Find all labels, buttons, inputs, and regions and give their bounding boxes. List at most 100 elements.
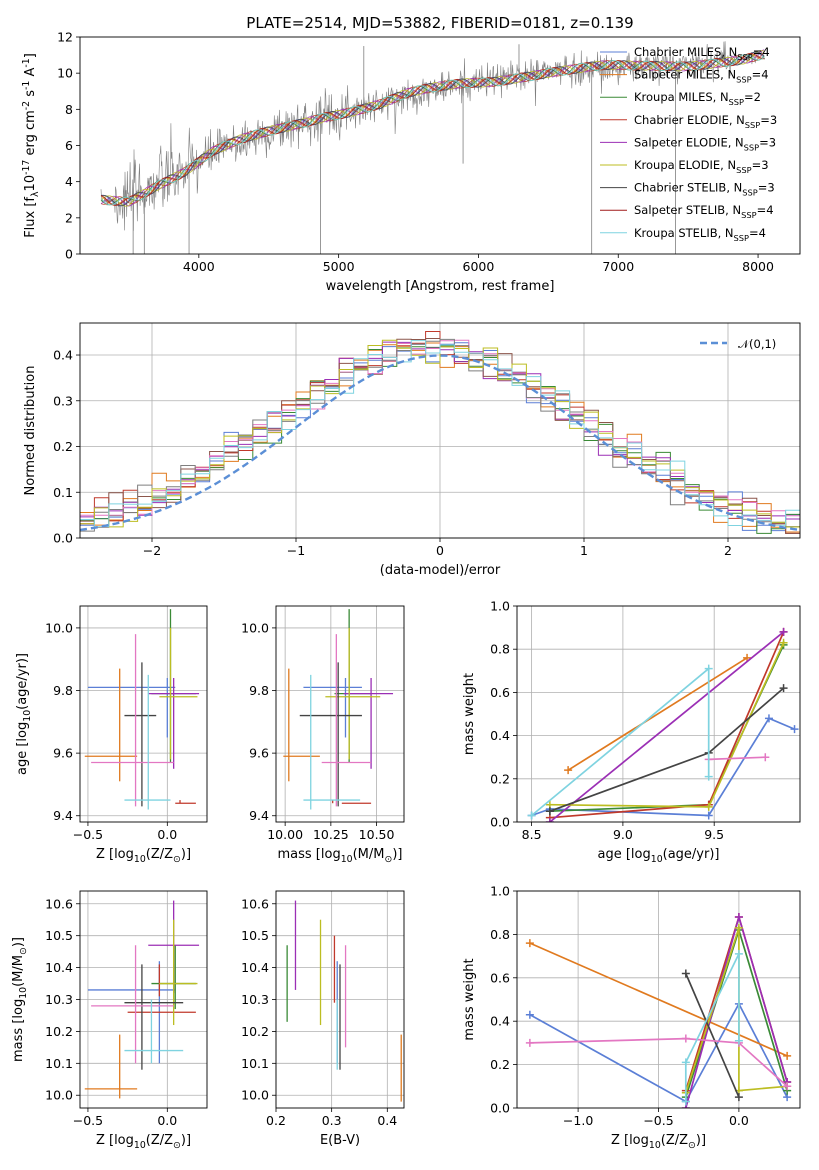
mass-weight-line (531, 666, 710, 817)
y-axis-label: age [log10​(age/yr)] (15, 653, 33, 775)
y-tick-label: 0 (65, 247, 73, 262)
y-tick-label: 10.0 (45, 620, 73, 635)
plus-marker (525, 939, 534, 948)
x-tick-label: −1 (287, 543, 305, 558)
y-tick-label: 10.6 (45, 896, 73, 911)
x-tick-label: 8000 (742, 259, 774, 274)
x-axis-label: Z [log10​(Z/Z⊙​)] (96, 1133, 191, 1151)
y-tick-label: 0.6 (490, 685, 510, 700)
model-spectrum-line (100, 52, 765, 206)
y-tick-label: 10.0 (241, 620, 269, 635)
model-spectrum-line (100, 54, 765, 206)
y-tick-label: 10 (57, 66, 73, 81)
plot-area (286, 900, 402, 1102)
y-tick-label: 9.8 (53, 683, 73, 698)
plus-marker (734, 949, 743, 958)
plot-area (80, 331, 800, 534)
y-tick-label: 0.0 (53, 531, 73, 546)
plus-marker (743, 653, 752, 662)
x-axis-label: E(B-V) (320, 1133, 360, 1148)
legend-label: Salpeter STELIB, NSSP​=4 (634, 203, 774, 220)
plus-marker (525, 1010, 534, 1019)
x-tick-label: 2 (724, 543, 732, 558)
axes-layer: 4000 5000 6000 7000 8000024681012wavelength … (11, 30, 801, 1151)
x-tick-label: 1 (580, 543, 588, 558)
x-tick-label: −0.5 (73, 827, 103, 842)
y-tick-label: 10.2 (45, 1024, 73, 1039)
y-tick-label: 6 (65, 138, 73, 153)
x-tick-label: 0.0 (157, 827, 177, 842)
plus-marker (783, 1082, 792, 1091)
y-tick-label: 0.8 (490, 927, 510, 942)
y-tick-label: 0.6 (490, 970, 510, 985)
residual-histogram (80, 338, 800, 532)
mass-weight-line (529, 942, 788, 1057)
plot-area (100, 41, 766, 254)
y-axis-label: mass weight (462, 673, 477, 755)
axes-spectrum: 4000 5000 6000 7000 8000 0 2 4 6 8 10 12 wavelength … (21, 30, 801, 294)
x-tick-label: 5000 (323, 259, 355, 274)
residual-histogram (80, 340, 800, 528)
y-tick-label: 10.6 (241, 896, 269, 911)
x-tick-label: 10.25 (313, 827, 349, 842)
y-tick-label: 10.5 (241, 928, 269, 943)
model-spectrum-line (100, 49, 765, 207)
x-tick-label: 0.4 (377, 1113, 397, 1128)
x-axis-label: (data-model)/error (380, 563, 501, 578)
x-tick-label: 10.50 (359, 827, 395, 842)
residual-histogram (80, 338, 800, 534)
y-tick-label: 10.1 (45, 1056, 73, 1071)
legend-label: 𝒩(0,1) (738, 337, 776, 351)
axes-frame (275, 605, 405, 823)
y-tick-label: 10.5 (45, 928, 73, 943)
plus-marker (764, 714, 773, 723)
mass-weight-line (684, 913, 788, 1108)
x-tick-label: −1.0 (563, 1113, 593, 1128)
mass-weight-line (684, 953, 740, 1102)
legend-label: Kroupa STELIB, NSSP​=4 (634, 226, 766, 243)
y-tick-label: 10.1 (241, 1056, 269, 1071)
y-tick-label: 2 (65, 210, 73, 225)
x-tick-label: 0.0 (729, 1113, 749, 1128)
y-tick-label: 1.0 (490, 599, 510, 614)
y-tick-label: 10.2 (241, 1024, 269, 1039)
plus-marker (704, 772, 713, 781)
y-tick-label: 0.2 (53, 439, 73, 454)
x-axis-label: Z [log10​(Z/Z⊙​)] (96, 847, 191, 865)
plus-marker (704, 664, 713, 673)
plus-marker (681, 969, 690, 978)
plot-area (84, 609, 200, 810)
mass-weight-line (567, 657, 748, 771)
axes-mass_weight_vs_age: 8.5 9.0 9.5 0.0 0.2 0.4 0.6 0.8 1.0 age [log10​(a… (462, 599, 801, 865)
mass-weight-line (549, 631, 785, 822)
plus-marker (525, 1038, 534, 1047)
x-tick-label: 6000 (463, 259, 495, 274)
y-tick-label: 8 (65, 102, 73, 117)
x-tick-label: 0 (436, 543, 444, 558)
x-tick-label: −0.5 (643, 1113, 673, 1128)
legend-label: Salpeter MILES, NSSP​=4 (634, 68, 769, 85)
y-tick-label: 0.2 (490, 771, 510, 786)
x-axis-label: Z [log10​(Z/Z⊙​)] (611, 1133, 706, 1151)
y-tick-label: 9.6 (249, 746, 269, 761)
plus-marker (783, 1051, 792, 1060)
mass-weight-line (549, 642, 785, 808)
plus-marker (779, 684, 788, 693)
plus-marker (564, 766, 573, 775)
y-axis-label: Normed distribution (23, 366, 38, 496)
y-tick-label: 9.6 (53, 746, 73, 761)
mass-weight-line (529, 1001, 788, 1103)
plus-marker (527, 811, 536, 820)
mass-weight-line (708, 756, 766, 761)
plus-marker (545, 818, 554, 822)
plot-area (527, 627, 799, 822)
axes-age_vs_Z: −0.5 0.0 9.4 9.6 9.8 10.0 Z [log10​(Z/Z⊙​)] age… (15, 605, 208, 865)
x-tick-label: 4000 (183, 259, 215, 274)
axes-frame (79, 605, 208, 823)
x-tick-label: −0.5 (73, 1113, 103, 1128)
axes-frame (275, 890, 405, 1109)
y-tick-label: 0.2 (490, 1057, 510, 1072)
legend-label: Chabrier ELODIE, NSSP​=3 (634, 113, 777, 130)
y-tick-label: 12 (57, 30, 73, 45)
